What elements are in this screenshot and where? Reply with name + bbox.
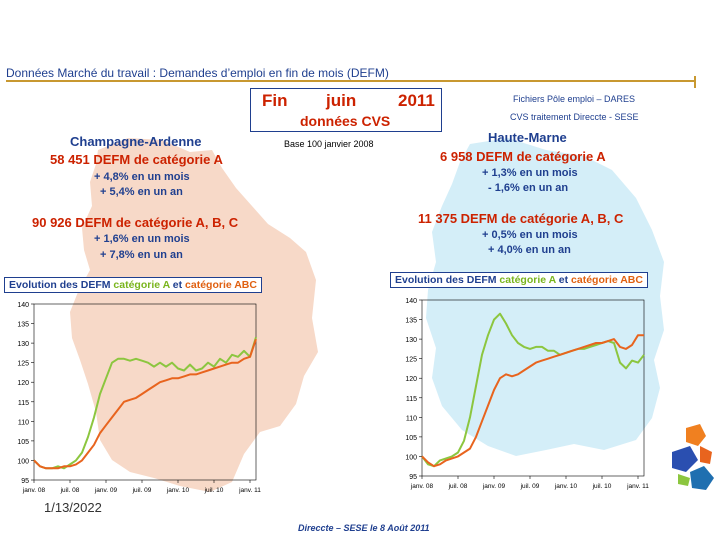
- right-chart-label-p2: catégorie A: [499, 274, 556, 286]
- page-title: Données Marché du travail : Demandes d’e…: [6, 66, 389, 80]
- left-chart-label-p4: catégorie ABC: [185, 279, 257, 291]
- left-chart-ytick-label: 105: [17, 439, 29, 446]
- right-chart-ytick-label: 130: [405, 337, 417, 344]
- left-chart-ytick-label: 140: [17, 302, 29, 309]
- right-cat-a-total: 6 958 DEFM de catégorie A: [440, 149, 606, 164]
- left-chart-xtick-label: janv. 11: [238, 487, 261, 494]
- left-region-name: Champagne-Ardenne: [70, 134, 202, 149]
- left-cat-abc-month: + 1,6% en un mois: [94, 233, 190, 245]
- left-chart-xtick-label: janv. 10: [166, 487, 190, 494]
- left-chart-xtick-label: juil. 09: [132, 487, 152, 494]
- right-cat-abc-total: 11 375 DEFM de catégorie A, B, C: [418, 211, 624, 226]
- left-cat-a-year: + 5,4% en un an: [100, 186, 183, 198]
- left-chart-plot-frame: [33, 303, 257, 481]
- right-chart-xtick-label: janv. 09: [482, 483, 506, 490]
- left-cat-abc-year: + 7,8% en un an: [100, 249, 183, 261]
- left-chart-ytick-label: 125: [17, 361, 29, 368]
- right-chart-xtick-label: janv. 10: [554, 483, 578, 490]
- period-box: [250, 88, 442, 132]
- left-chart-ytick-label: 95: [21, 478, 29, 485]
- period-month: juin: [326, 91, 357, 110]
- left-chart-ytick-label: 130: [17, 341, 29, 348]
- left-chart-label-p1: Evolution des DEFM: [9, 279, 114, 291]
- right-chart-label-p3: et: [555, 274, 572, 286]
- source-line-1: Fichiers Pôle emploi – DARES: [513, 94, 636, 104]
- right-cat-a-month: + 1,3% en un mois: [482, 167, 578, 179]
- right-region-name: Haute-Marne: [488, 130, 567, 145]
- left-evolution-chart: 95 100 105 110 115 120 125 130 135 140 janv. 08 jui…: [17, 302, 261, 494]
- period-subtitle: données CVS: [300, 113, 391, 129]
- period-year: 2011: [398, 91, 435, 110]
- right-chart-ytick-label: 105: [405, 435, 417, 442]
- period-fin: Fin: [262, 91, 288, 110]
- right-chart-series-cat-abc-line: [421, 334, 644, 468]
- left-chart-ytick-label: 110: [18, 419, 29, 426]
- left-chart-xtick-label: juil. 08: [60, 487, 80, 494]
- right-chart-ytick-label: 125: [405, 357, 417, 364]
- right-chart-ytick-label: 115: [406, 396, 417, 403]
- right-chart-label: Evolution des DEFM catégorie A et catégo…: [390, 272, 648, 288]
- left-chart-xtick-label: janv. 08: [22, 487, 46, 494]
- header-divider: [6, 80, 696, 82]
- left-chart-series-cat-a-line: [33, 336, 257, 470]
- header-divider-end: [694, 76, 696, 88]
- base-note: Base 100 janvier 2008: [284, 139, 374, 149]
- right-chart-ytick-label: 140: [405, 298, 417, 305]
- right-chart-ytick-label: 110: [406, 415, 417, 422]
- mini-map-icon: [672, 424, 714, 490]
- left-chart-ytick-label: 120: [17, 380, 29, 387]
- right-chart-label-p1: Evolution des DEFM: [395, 274, 500, 286]
- right-cat-abc-year: + 4,0% en un an: [488, 244, 571, 256]
- left-chart-label: Evolution des DEFM catégorie A et catégo…: [4, 277, 262, 293]
- left-cat-a-total: 58 451 DEFM de catégorie A: [50, 152, 223, 167]
- right-chart-xtick-label: juil. 10: [592, 483, 612, 490]
- right-cat-a-year: - 1,6% en un an: [488, 182, 569, 194]
- right-chart-ytick-label: 135: [405, 318, 417, 325]
- footer-credit: Direccte – SESE le 8 Août 2011: [298, 523, 430, 533]
- right-chart-ytick-label: 120: [405, 376, 417, 383]
- right-chart-xtick-label: juil. 09: [520, 483, 540, 490]
- left-chart-ytick-label: 115: [18, 400, 29, 407]
- right-chart-plot-frame: [421, 299, 645, 477]
- left-chart-label-p2: catégorie A: [113, 279, 170, 291]
- right-chart-series-cat-a-line: [421, 312, 645, 468]
- right-chart-ytick-label: 95: [409, 474, 417, 481]
- right-chart-ytick-label: 100: [405, 454, 417, 461]
- right-chart-label-p4: catégorie ABC: [571, 274, 643, 286]
- left-chart-ytick-label: 100: [17, 458, 29, 465]
- right-chart-xtick-label: janv. 08: [410, 483, 434, 490]
- left-chart-series-cat-abc-line: [33, 338, 257, 470]
- left-cat-a-month: + 4,8% en un mois: [94, 171, 190, 183]
- haute-marne-map: [426, 138, 664, 456]
- right-evolution-chart: 95 100 105 110 115 120 125 130 135 140 janv. 08 jui…: [405, 298, 649, 490]
- left-chart-ytick-label: 135: [17, 322, 29, 329]
- slide-date: 1/13/2022: [44, 500, 102, 515]
- left-chart-label-p3: et: [169, 279, 186, 291]
- left-chart-xtick-label: juil. 10: [204, 487, 224, 494]
- source-line-2: CVS traitement Direccte - SESE: [510, 112, 639, 122]
- right-cat-abc-month: + 0,5% en un mois: [482, 229, 578, 241]
- right-chart-xtick-label: juil. 08: [448, 483, 468, 490]
- left-chart-xtick-label: janv. 09: [94, 487, 118, 494]
- right-chart-xtick-label: janv. 11: [626, 483, 649, 490]
- left-cat-abc-total: 90 926 DEFM de catégorie A, B, C: [32, 215, 239, 230]
